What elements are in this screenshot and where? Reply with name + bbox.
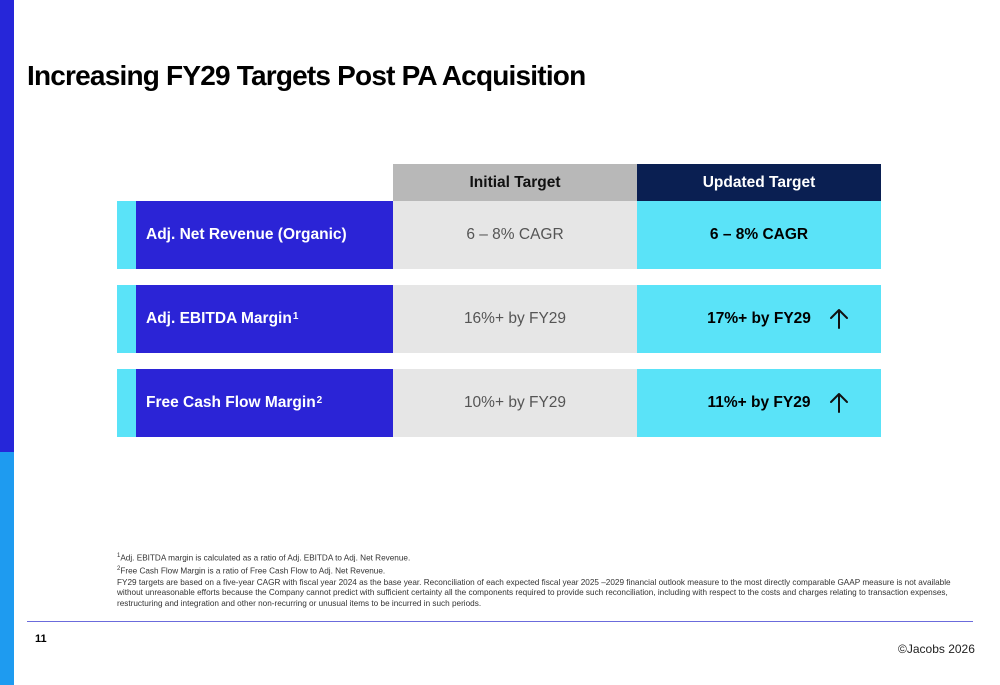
updated-target-value: 17%+ by FY29 [637, 285, 881, 353]
page-number: 11 [35, 633, 47, 645]
up-arrow-icon [830, 309, 848, 329]
row-label: Free Cash Flow Margin 2 [136, 369, 393, 437]
footnotes: 1Adj. EBITDA margin is calculated as a r… [117, 551, 957, 609]
side-accent-bar-bottom [0, 452, 14, 685]
row-label: Adj. Net Revenue (Organic) [136, 201, 393, 269]
footnote-2: 2Free Cash Flow Margin is a ratio of Fre… [117, 566, 386, 577]
initial-target-value: 6 – 8% CAGR [393, 201, 637, 269]
table-row-adj-net-revenue: Adj. Net Revenue (Organic) 6 – 8% CAGR 6… [117, 201, 881, 269]
page-title: Increasing FY29 Targets Post PA Acquisit… [27, 60, 586, 91]
footnote-marker: 1 [292, 310, 299, 322]
row-accent [117, 285, 136, 353]
table-row-free-cash-flow-margin: Free Cash Flow Margin 2 10%+ by FY29 11%+… [117, 369, 881, 437]
side-accent-bar-top [0, 0, 14, 452]
row-accent [117, 369, 136, 437]
table-row-adj-ebitda-margin: Adj. EBITDA Margin 1 16%+ by FY29 17%+ by… [117, 285, 881, 353]
column-header-initial-target: Initial Target [393, 164, 637, 201]
updated-target-value: 11%+ by FY29 [637, 369, 881, 437]
updated-target-value: 6 – 8% CAGR [637, 201, 881, 269]
footnote-1: 1Adj. EBITDA margin is calculated as a r… [117, 553, 411, 563]
copyright-notice: ©Jacobs 2026 [898, 642, 975, 656]
row-label: Adj. EBITDA Margin 1 [136, 285, 393, 353]
footnote-3: FY29 targets are based on a five-year CA… [117, 577, 951, 608]
column-header-updated-target: Updated Target [637, 164, 881, 201]
footer-divider [27, 621, 973, 622]
up-arrow-icon [830, 393, 848, 413]
initial-target-value: 16%+ by FY29 [393, 285, 637, 353]
initial-target-value: 10%+ by FY29 [393, 369, 637, 437]
footnote-marker: 2 [316, 394, 323, 406]
row-accent [117, 201, 136, 269]
